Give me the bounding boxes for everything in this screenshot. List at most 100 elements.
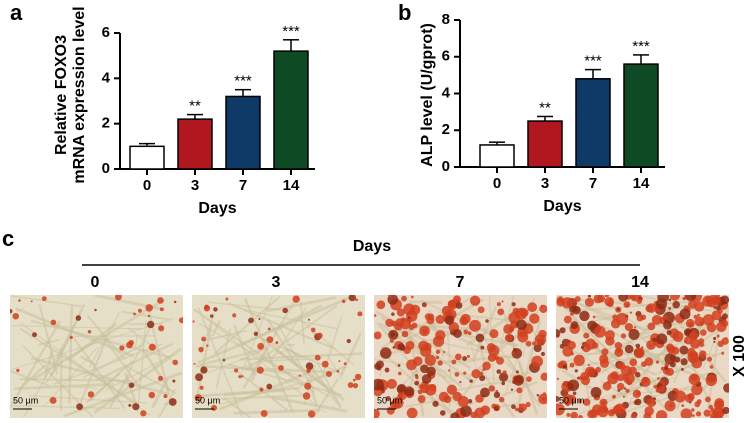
stain [680, 367, 684, 371]
fiber [306, 361, 343, 409]
stain [469, 295, 481, 306]
fiber [515, 320, 542, 413]
fiber [642, 295, 692, 310]
stain [388, 329, 399, 340]
bar [129, 145, 165, 170]
x-tick-label: 0 [143, 177, 151, 194]
stain [513, 375, 524, 386]
fiber [18, 363, 47, 391]
x-tick-label: 0 [493, 175, 501, 192]
stain [341, 299, 346, 304]
stain [694, 401, 701, 408]
stain [32, 332, 37, 338]
stain [439, 410, 446, 416]
stain [578, 399, 583, 404]
stain [194, 394, 203, 402]
stain [432, 400, 439, 407]
stain [526, 376, 532, 382]
stain [567, 340, 576, 350]
stain [460, 405, 472, 418]
stain [655, 410, 668, 418]
stain [616, 382, 625, 391]
stain [626, 379, 633, 386]
stain [653, 384, 658, 389]
stain [474, 407, 486, 418]
stain [485, 319, 489, 323]
fiber [460, 337, 490, 352]
stain [612, 394, 616, 399]
stain [606, 380, 610, 384]
stain [690, 338, 701, 349]
stain [404, 386, 415, 397]
fiber [454, 360, 477, 365]
stain [572, 305, 581, 315]
stain [625, 303, 629, 308]
y-tick-label: 2 [102, 115, 110, 132]
stain [624, 323, 633, 332]
stain [200, 366, 208, 374]
stain [655, 307, 661, 313]
fiber [134, 336, 138, 348]
fiber [465, 314, 478, 374]
stain [643, 412, 652, 418]
scale-label: 50 μm [559, 395, 584, 405]
stain [556, 377, 560, 380]
fiber [218, 371, 310, 411]
stain [128, 403, 132, 407]
fiber [68, 304, 74, 404]
stain [389, 338, 394, 343]
stain [201, 336, 207, 342]
stain [41, 296, 47, 302]
x-tick-label: 3 [541, 175, 549, 192]
stain [629, 311, 633, 314]
stain [498, 396, 505, 403]
stain [282, 307, 288, 314]
fiber [101, 334, 141, 389]
stain [305, 362, 314, 371]
stain [579, 310, 590, 322]
stain [467, 331, 472, 336]
micrograph: 50 μm [374, 295, 547, 418]
image-label: 3 [272, 274, 281, 291]
stain [688, 321, 694, 328]
stain [479, 387, 490, 398]
x-tick-label: 14 [283, 177, 300, 194]
stain [411, 295, 414, 299]
stain [178, 317, 183, 324]
stain [668, 323, 672, 327]
stain [578, 415, 583, 418]
stain [644, 357, 654, 366]
stain [614, 342, 623, 350]
stain [515, 370, 519, 374]
stain [158, 325, 165, 332]
stain [159, 307, 164, 312]
stain [634, 398, 642, 406]
stain [213, 307, 218, 312]
stain [542, 392, 547, 396]
stain [234, 368, 239, 373]
stain [501, 381, 506, 386]
stain [225, 297, 229, 301]
stain [374, 314, 377, 317]
fiber [93, 347, 182, 414]
stain [314, 354, 321, 361]
stain [631, 295, 636, 301]
stain [565, 368, 568, 371]
stain [607, 372, 619, 385]
fiber [106, 353, 174, 391]
stain [504, 334, 513, 342]
fiber [271, 395, 348, 413]
x-tick-label: 3 [191, 177, 199, 194]
stain [539, 304, 547, 313]
stain [700, 329, 707, 336]
stain [681, 404, 685, 408]
stain [424, 354, 437, 366]
stain [594, 325, 606, 338]
stain [448, 369, 451, 372]
stain [514, 407, 519, 412]
stain [694, 316, 705, 327]
stain [352, 382, 359, 389]
stain [206, 344, 209, 347]
stain [437, 360, 443, 366]
stain [406, 359, 417, 371]
